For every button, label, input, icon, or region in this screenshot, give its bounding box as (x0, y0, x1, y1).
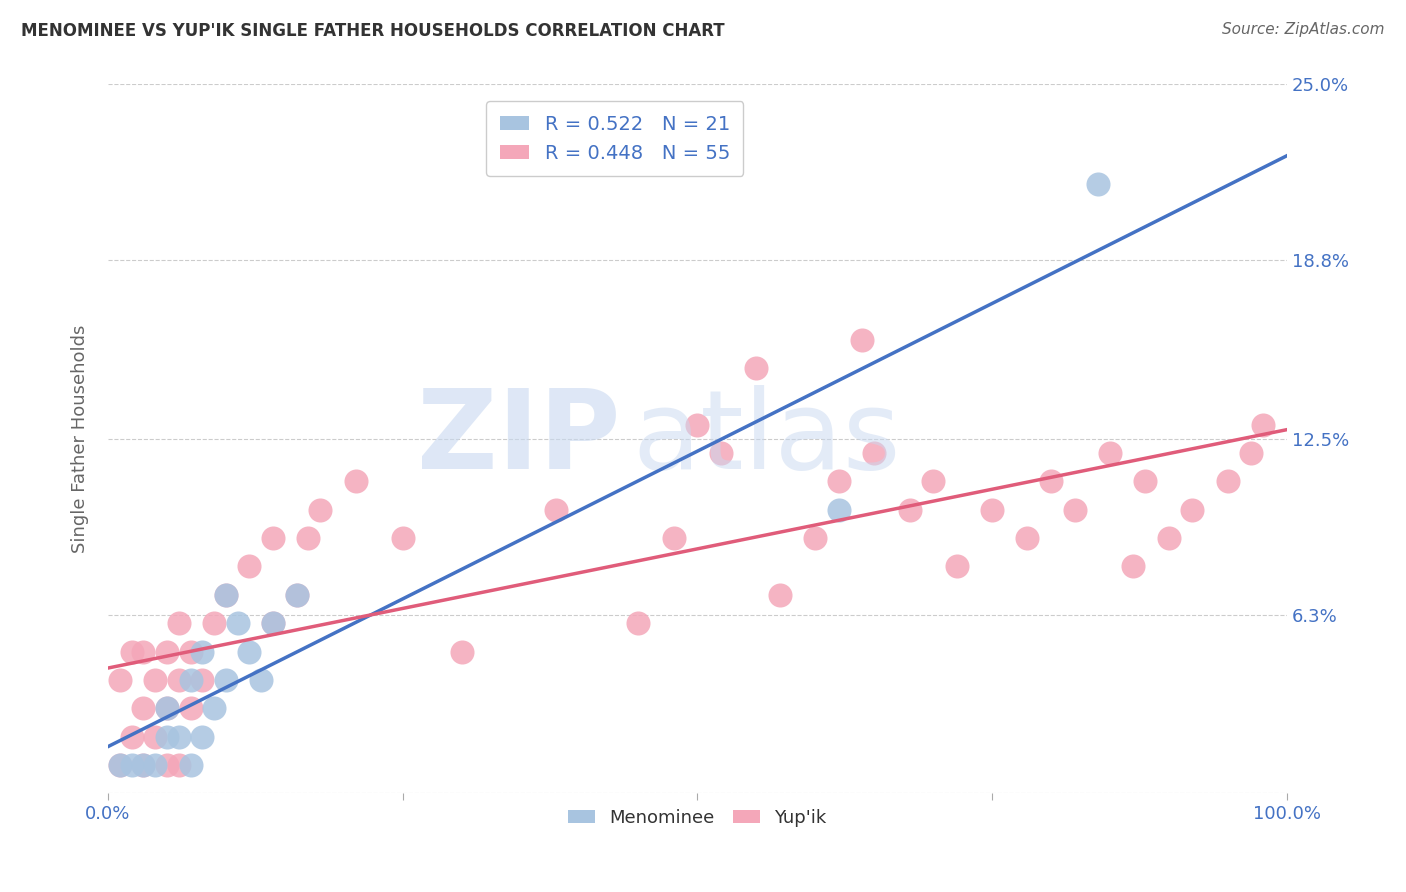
Point (167, 616, 190, 631)
Point (1122, 559, 1144, 574)
Point (156, 730, 179, 744)
Y-axis label: Single Father Households: Single Father Households (72, 325, 89, 553)
Point (156, 701, 179, 715)
Text: MENOMINEE VS YUP'IK SINGLE FATHER HOUSEHOLDS CORRELATION CHART: MENOMINEE VS YUP'IK SINGLE FATHER HOUSEH… (21, 22, 724, 40)
Point (143, 730, 166, 744)
Legend: Menominee, Yup'ik: Menominee, Yup'ik (561, 802, 834, 834)
Point (156, 701, 179, 715)
Point (544, 503, 567, 517)
Point (1135, 475, 1157, 489)
Point (108, 673, 131, 687)
Point (1240, 446, 1263, 460)
Point (250, 673, 273, 687)
Point (215, 673, 238, 687)
Point (309, 503, 332, 517)
Point (179, 644, 201, 658)
Point (1251, 417, 1274, 432)
Point (143, 673, 166, 687)
Point (898, 503, 921, 517)
Point (156, 758, 179, 772)
Point (1039, 475, 1062, 489)
Point (108, 758, 131, 772)
Point (202, 616, 225, 631)
Point (769, 588, 792, 602)
Point (121, 758, 143, 772)
Point (710, 446, 733, 460)
Point (262, 531, 284, 545)
Point (922, 475, 945, 489)
Point (226, 616, 249, 631)
Point (191, 730, 214, 744)
Point (450, 644, 472, 658)
Point (945, 559, 967, 574)
Point (1017, 531, 1039, 545)
Point (1087, 177, 1109, 191)
Point (143, 758, 166, 772)
Point (1181, 503, 1204, 517)
Point (191, 673, 214, 687)
Point (179, 758, 201, 772)
Point (179, 673, 201, 687)
Point (285, 588, 308, 602)
Point (1157, 531, 1180, 545)
Point (121, 644, 143, 658)
Point (156, 644, 179, 658)
Point (344, 475, 367, 489)
Point (179, 701, 201, 715)
Text: ZIP: ZIP (418, 385, 620, 492)
Point (851, 333, 873, 347)
Point (1063, 503, 1085, 517)
Point (167, 730, 190, 744)
Point (238, 559, 260, 574)
Point (121, 730, 143, 744)
Point (627, 616, 650, 631)
Point (108, 758, 131, 772)
Point (297, 531, 319, 545)
Point (132, 701, 155, 715)
Point (285, 588, 308, 602)
Point (391, 531, 413, 545)
Point (745, 361, 768, 376)
Point (1098, 446, 1121, 460)
Point (132, 644, 155, 658)
Point (132, 758, 155, 772)
Point (167, 673, 190, 687)
Point (828, 475, 851, 489)
Point (981, 503, 1004, 517)
Point (202, 701, 225, 715)
Point (191, 644, 214, 658)
Point (1216, 475, 1239, 489)
Text: atlas: atlas (633, 385, 901, 492)
Point (215, 588, 238, 602)
Point (828, 503, 851, 517)
Point (262, 616, 284, 631)
Point (215, 588, 238, 602)
Point (262, 616, 284, 631)
Point (863, 446, 886, 460)
Point (167, 758, 190, 772)
Point (804, 531, 827, 545)
Point (662, 531, 685, 545)
Point (132, 758, 155, 772)
Point (238, 644, 260, 658)
Point (686, 417, 709, 432)
Text: Source: ZipAtlas.com: Source: ZipAtlas.com (1222, 22, 1385, 37)
